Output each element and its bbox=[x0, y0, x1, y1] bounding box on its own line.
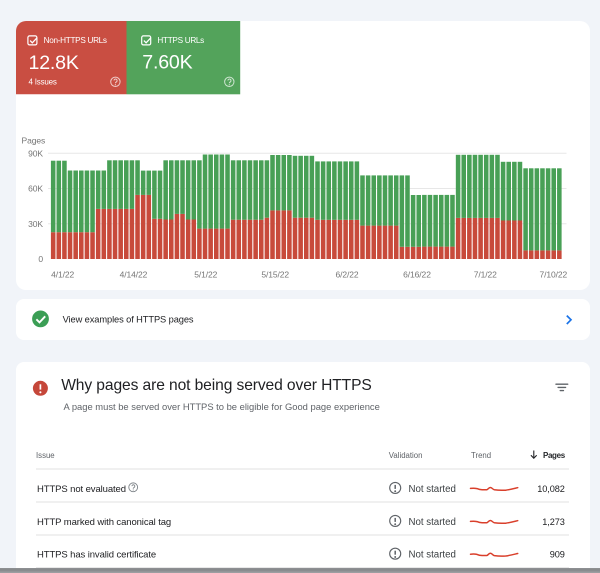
svg-text:4/1/22: 4/1/22 bbox=[51, 270, 74, 280]
svg-text:Why pages are not being served: Why pages are not being served over HTTP… bbox=[61, 377, 372, 394]
svg-text:HTTP marked with canonical tag: HTTP marked with canonical tag bbox=[37, 517, 171, 528]
svg-text:10,082: 10,082 bbox=[537, 484, 565, 494]
svg-text:HTTPS not evaluated: HTTPS not evaluated bbox=[37, 484, 126, 495]
svg-text:HTTPS has invalid certificate: HTTPS has invalid certificate bbox=[37, 550, 156, 561]
svg-text:4/14/22: 4/14/22 bbox=[120, 270, 148, 280]
svg-text:909: 909 bbox=[550, 550, 565, 560]
svg-text:Issue: Issue bbox=[36, 451, 55, 460]
svg-text:0: 0 bbox=[38, 254, 43, 264]
svg-text:View examples of HTTPS pages: View examples of HTTPS pages bbox=[63, 314, 194, 324]
svg-text:A page must be served over HTT: A page must be served over HTTPS to be e… bbox=[64, 401, 380, 412]
svg-text:1,273: 1,273 bbox=[542, 517, 565, 527]
svg-text:60K: 60K bbox=[28, 184, 43, 194]
svg-text:Non-HTTPS URLs: Non-HTTPS URLs bbox=[44, 36, 107, 45]
svg-text:7/10/22: 7/10/22 bbox=[539, 270, 567, 280]
svg-text:HTTPS URLs: HTTPS URLs bbox=[157, 36, 204, 45]
svg-text:6/2/22: 6/2/22 bbox=[335, 270, 358, 280]
svg-text:Trend: Trend bbox=[471, 451, 491, 460]
svg-text:30K: 30K bbox=[28, 219, 43, 229]
svg-text:Not started: Not started bbox=[409, 550, 456, 561]
svg-text:Not started: Not started bbox=[409, 484, 456, 495]
svg-text:5/15/22: 5/15/22 bbox=[261, 270, 289, 280]
svg-text:5/1/22: 5/1/22 bbox=[194, 270, 217, 280]
svg-text:Pages: Pages bbox=[543, 451, 566, 460]
svg-text:90K: 90K bbox=[28, 148, 43, 158]
svg-text:Validation: Validation bbox=[389, 451, 423, 460]
svg-text:12.8K: 12.8K bbox=[29, 52, 79, 74]
svg-text:Not started: Not started bbox=[409, 517, 456, 528]
svg-text:4 Issues: 4 Issues bbox=[29, 77, 57, 86]
svg-text:6/16/22: 6/16/22 bbox=[403, 270, 431, 280]
svg-text:Pages: Pages bbox=[22, 136, 46, 146]
svg-text:7.60K: 7.60K bbox=[142, 51, 192, 73]
svg-text:7/1/22: 7/1/22 bbox=[474, 270, 497, 280]
